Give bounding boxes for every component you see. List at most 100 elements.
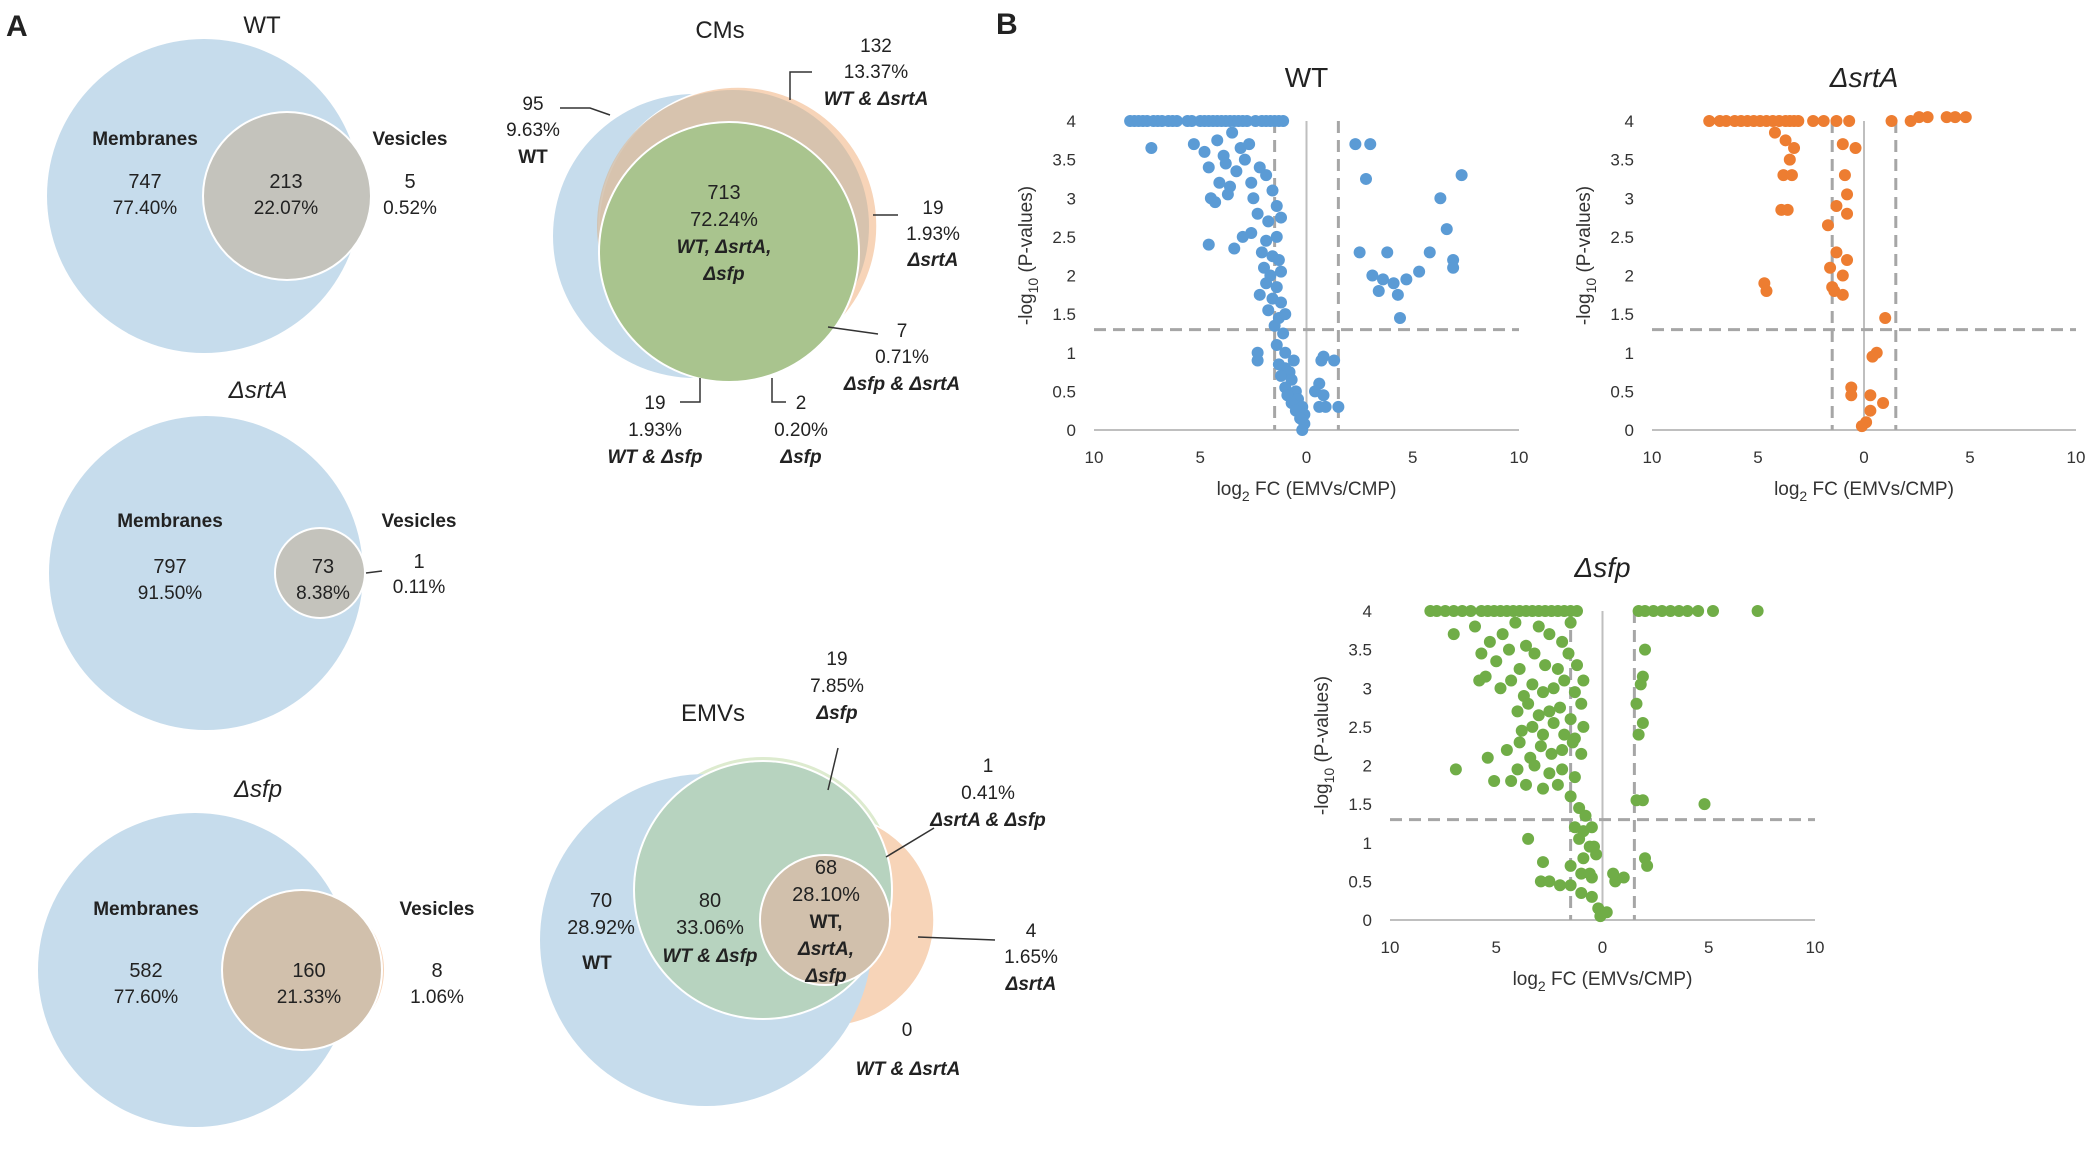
volcano-wt-point <box>1366 269 1379 282</box>
volcano-sfp-point <box>1511 705 1524 718</box>
volcano-wt-point <box>1279 346 1292 359</box>
volcano-sfp-xtick-label: 0 <box>1598 938 1607 957</box>
volcano-sfp-point <box>1532 620 1545 633</box>
volcano-wt-point <box>1413 265 1426 278</box>
volcano-srta-point <box>1768 126 1781 139</box>
volcano-wt-point <box>1387 277 1400 290</box>
cms-sfp-srta-count: 7 <box>897 321 908 342</box>
volcano-sfp-point <box>1579 809 1592 822</box>
volcano-wt-point <box>1377 273 1389 286</box>
venn-srta-title: ΔsrtA <box>228 377 288 404</box>
volcano-plot-sfp: Δsfp 0 0.5 1 1.5 2 2.5 3 3.5 4 10 5 0 5 10 log2 FC (EMV… <box>1312 552 1824 994</box>
emvs-sfp-pct: 7.85% <box>810 676 864 697</box>
volcano-sfp-point <box>1632 728 1645 741</box>
panel-label-a: A <box>6 10 28 43</box>
volcano-sfp-point <box>1573 832 1586 845</box>
cms-all-pct: 72.24% <box>690 209 758 231</box>
volcano-sfp-point <box>1528 759 1541 772</box>
volcano-srta-point <box>1959 111 1972 124</box>
emvs-sfp-label: Δsfp <box>815 703 857 724</box>
volcano-wt-point <box>1221 188 1234 201</box>
volcano-sfp-point <box>1554 879 1566 892</box>
volcano-sfp-point <box>1537 686 1549 699</box>
volcano-srta-point <box>1785 169 1798 182</box>
volcano-sfp-point <box>1571 659 1583 672</box>
volcano-sfp-xtick-label: 5 <box>1704 938 1713 957</box>
volcano-wt-ytick-label: 3 <box>1067 189 1076 208</box>
volcano-sfp-point <box>1751 605 1764 617</box>
volcano-wt-point <box>1219 157 1232 170</box>
volcano-srta-point <box>1864 404 1877 417</box>
volcano-srta-point <box>1830 115 1843 127</box>
volcano-wt-point <box>1230 165 1243 178</box>
emvs-wt-sfp-pct: 33.06% <box>676 917 744 939</box>
venn-sfp-overlap-pct: 21.33% <box>277 987 342 1008</box>
volcano-sfp-point <box>1526 678 1539 691</box>
volcano-sfp-point <box>1513 736 1526 749</box>
volcano-sfp-point <box>1585 821 1598 834</box>
volcano-wt-point <box>1296 424 1309 436</box>
volcano-srta-point <box>1836 288 1849 301</box>
volcano-wt-point <box>1372 284 1385 297</box>
volcano-sfp-point <box>1566 736 1579 749</box>
volcano-sfp-point <box>1639 643 1651 656</box>
volcano-srta-point <box>1885 115 1898 127</box>
cms-sfp-label: Δsfp <box>779 447 821 468</box>
venn-wt-vesicles-pct: 0.52% <box>383 198 437 219</box>
volcano-srta-point <box>1817 115 1830 127</box>
volcano-srta-point <box>1830 199 1843 212</box>
emvs-all-label-1: WT, <box>810 912 843 933</box>
volcano-sfp-point <box>1449 763 1462 776</box>
volcano-wt-ytick-label: 4 <box>1067 112 1076 131</box>
volcano-srta-point <box>1913 111 1926 124</box>
volcano-sfp-point <box>1681 605 1694 617</box>
volcano-sfp-point <box>1537 782 1549 795</box>
volcano-srta-xtick-label: 5 <box>1753 448 1762 467</box>
volcano-sfp-point <box>1447 605 1460 617</box>
volcano-wt-point <box>1328 354 1341 367</box>
venn-wt-overlap-circle <box>202 111 372 281</box>
cms-all-count: 713 <box>707 182 740 204</box>
volcano-sfp-point <box>1558 674 1571 687</box>
venn-sfp-membranes-circle <box>38 813 352 1127</box>
volcano-wt-point <box>1277 115 1290 127</box>
volcano-wt-point <box>1187 138 1200 151</box>
volcano-sfp-ytick-label: 1.5 <box>1348 795 1372 814</box>
volcano-wt-point <box>1266 184 1279 197</box>
volcano-sfp-point <box>1575 867 1588 880</box>
venn-sfp-membranes-count: 582 <box>129 960 162 982</box>
cms-wt-srta-pct: 13.37% <box>844 62 909 83</box>
volcano-wt-point <box>1213 176 1226 189</box>
volcano-wt-title: WT <box>1285 62 1329 93</box>
volcano-sfp-point <box>1488 774 1501 787</box>
volcano-sfp-point <box>1503 643 1515 656</box>
cms-wt-sfp-pct: 1.93% <box>628 420 682 441</box>
volcano-sfp-point <box>1543 767 1556 780</box>
volcano-srta-xtick-label: 0 <box>1859 448 1868 467</box>
volcano-srta-point <box>1836 269 1849 282</box>
volcano-wt-point <box>1440 223 1453 236</box>
volcano-sfp-point <box>1558 728 1571 741</box>
volcano-sfp-point <box>1583 867 1596 880</box>
volcano-wt-point <box>1202 161 1215 174</box>
volcano-wt-point <box>1260 234 1273 247</box>
volcano-sfp-point <box>1513 662 1526 675</box>
venn-wt-overlap-pct: 22.07% <box>254 198 319 219</box>
volcano-sfp-ytick-label: 0 <box>1363 911 1372 930</box>
volcano-wt-xtick-label: 10 <box>1085 448 1104 467</box>
volcano-sfp-point <box>1636 670 1649 683</box>
volcano-srta-point <box>1760 284 1773 297</box>
volcano-sfp-xlabel: log2 FC (EMVs/CMP) <box>1513 969 1693 994</box>
volcano-sfp-ytick-label: 2.5 <box>1348 718 1372 737</box>
volcano-sfp-point <box>1464 605 1477 617</box>
volcano-wt-point <box>1349 138 1362 151</box>
volcano-sfp-point <box>1509 616 1522 629</box>
volcano-sfp-point <box>1522 832 1535 845</box>
volcano-srta-ytick-label: 1 <box>1625 344 1634 363</box>
venn-srta-vesicles-count: 1 <box>413 551 424 573</box>
panel-label-b: B <box>996 8 1018 41</box>
volcano-srta-point <box>1781 203 1794 216</box>
volcano-plot-wt: WT 0 0.5 1 1.5 2 2.5 3 3.5 4 10 5 0 5 10 log2 FC (EMVs/… <box>1016 62 1528 504</box>
volcano-sfp-point <box>1585 890 1598 903</box>
volcano-wt-point <box>1447 261 1460 274</box>
